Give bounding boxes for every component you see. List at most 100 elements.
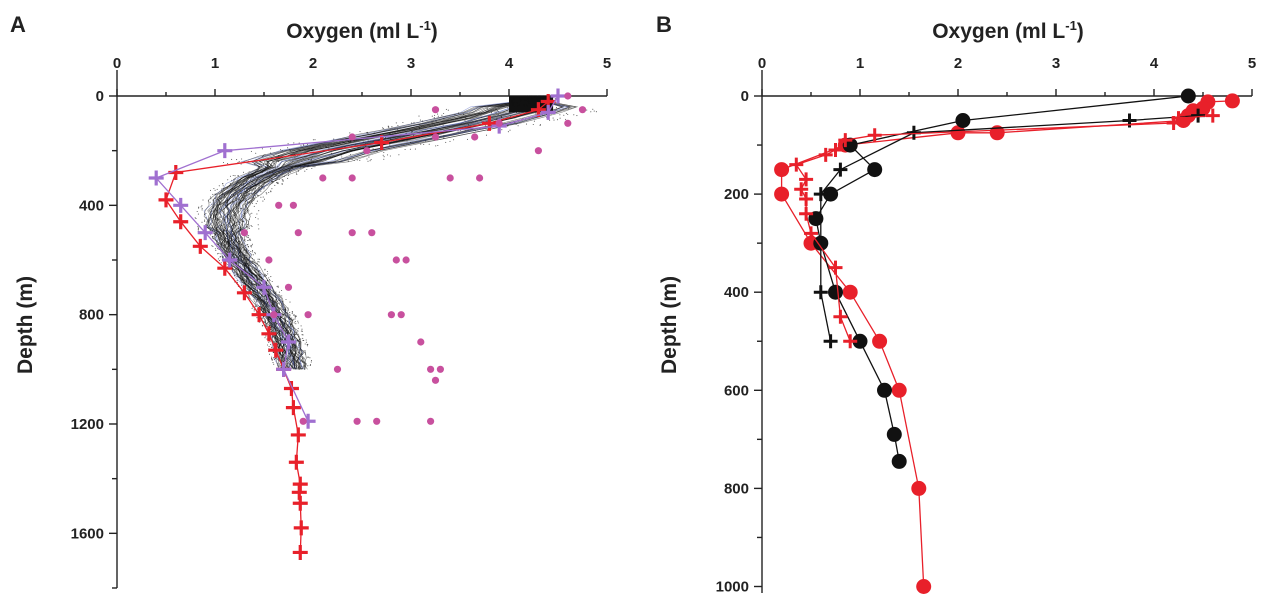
profile-speckle [259, 161, 261, 163]
profile-speckle [238, 249, 240, 251]
profile-speckle [350, 153, 352, 156]
data-point-dot [431, 376, 440, 384]
profile-speckle [387, 126, 389, 128]
series-b-2 [813, 108, 1206, 349]
profile-speckle [258, 188, 260, 190]
profile-speckle [259, 184, 261, 186]
profile-speckle [237, 268, 239, 270]
profile-speckle [367, 132, 369, 134]
profile-speckle [228, 245, 230, 247]
data-point-dot [353, 417, 361, 425]
profile-speckle [231, 235, 233, 237]
data-point-dot [299, 417, 307, 425]
profile-speckle [242, 219, 244, 221]
profile-speckle [389, 133, 391, 135]
profile-speckle [217, 243, 220, 245]
data-point-plus [158, 192, 174, 208]
profile-speckle [257, 218, 259, 220]
profile-speckle [215, 249, 217, 252]
profile-speckle [194, 217, 196, 219]
profile-speckle [252, 188, 254, 190]
profile-speckle [418, 127, 420, 129]
data-point-dot [319, 174, 327, 182]
profile-speckle [281, 313, 283, 315]
profile-speckle [247, 258, 249, 260]
profile-speckle [281, 289, 283, 292]
profile-speckle [290, 365, 292, 367]
profile-speckle [295, 333, 297, 335]
profile-speckle [300, 167, 302, 169]
profile-speckle [205, 224, 207, 226]
profile-speckle [210, 214, 212, 217]
profile-speckle [253, 205, 255, 207]
data-point-dot [1224, 93, 1240, 109]
data-point-dot [284, 283, 293, 291]
profile-speckle [224, 245, 226, 247]
profile-speckle [389, 144, 391, 146]
profile-speckle [311, 167, 313, 170]
profile-speckle [257, 278, 259, 280]
profile-speckle [445, 141, 447, 143]
panel-a-series [148, 88, 587, 560]
profile-speckle [209, 189, 212, 191]
profile-speckle [224, 227, 227, 229]
panel-a-x-axis-title: Oxygen (ml L-1) [286, 18, 438, 43]
profile-speckle [264, 169, 266, 171]
profile-speckle [523, 99, 525, 101]
profile-speckle [243, 251, 245, 253]
profile-speckle [241, 207, 243, 209]
profile-speckle [222, 185, 224, 187]
profile-speckle [274, 184, 276, 186]
profile-speckle [382, 154, 384, 156]
profile-speckle [262, 154, 265, 156]
profile-speckle [527, 100, 529, 102]
profile-speckle [295, 165, 297, 167]
profile-speckle [302, 337, 304, 339]
profile-speckle [256, 169, 258, 171]
panel-b: B Oxygen (ml L-1) Depth (m) 0 1 2 3 4 5 0 200 40… [656, 12, 1256, 595]
data-point-dot [774, 186, 790, 202]
profile-line [230, 95, 545, 370]
profile-speckle [252, 254, 254, 256]
profile-speckle [243, 182, 245, 185]
profile-speckle [299, 165, 301, 167]
profile-speckle [223, 188, 225, 190]
profile-speckle [294, 318, 296, 320]
profile-speckle [405, 132, 407, 134]
profile-speckle [289, 171, 291, 173]
profile-speckle [529, 95, 531, 97]
profile-speckle [255, 274, 258, 276]
profile-speckle [209, 196, 212, 198]
profile-speckle [265, 160, 267, 162]
profile-speckle [263, 321, 266, 323]
profile-speckle [250, 246, 252, 248]
profile-speckle [252, 176, 254, 178]
profile-speckle [325, 146, 327, 148]
profile-speckle [228, 251, 230, 253]
profile-speckle [281, 158, 283, 160]
profile-speckle [216, 188, 218, 190]
profile-speckle [531, 97, 533, 99]
profile-speckle [226, 216, 228, 218]
profile-speckle [290, 323, 292, 325]
profile-speckle [296, 339, 298, 342]
profile-speckle [273, 363, 275, 365]
profile-speckle [512, 102, 514, 104]
profile-speckle [303, 350, 305, 352]
profile-speckle [256, 262, 258, 264]
profile-speckle [230, 219, 232, 221]
profile-speckle [297, 349, 299, 351]
profile-speckle [266, 270, 268, 273]
data-point-dot [534, 147, 543, 155]
profile-speckle [258, 261, 260, 263]
profile-speckle [239, 251, 241, 254]
profile-speckle [366, 131, 369, 133]
profile-speckle [252, 175, 254, 177]
profile-speckle [285, 308, 287, 310]
profile-speckle [274, 358, 276, 360]
profile-speckle [238, 161, 240, 163]
profile-speckle [419, 124, 421, 126]
profile-speckle [277, 165, 279, 168]
profile-speckle [280, 335, 282, 337]
profile-speckle [238, 255, 241, 257]
